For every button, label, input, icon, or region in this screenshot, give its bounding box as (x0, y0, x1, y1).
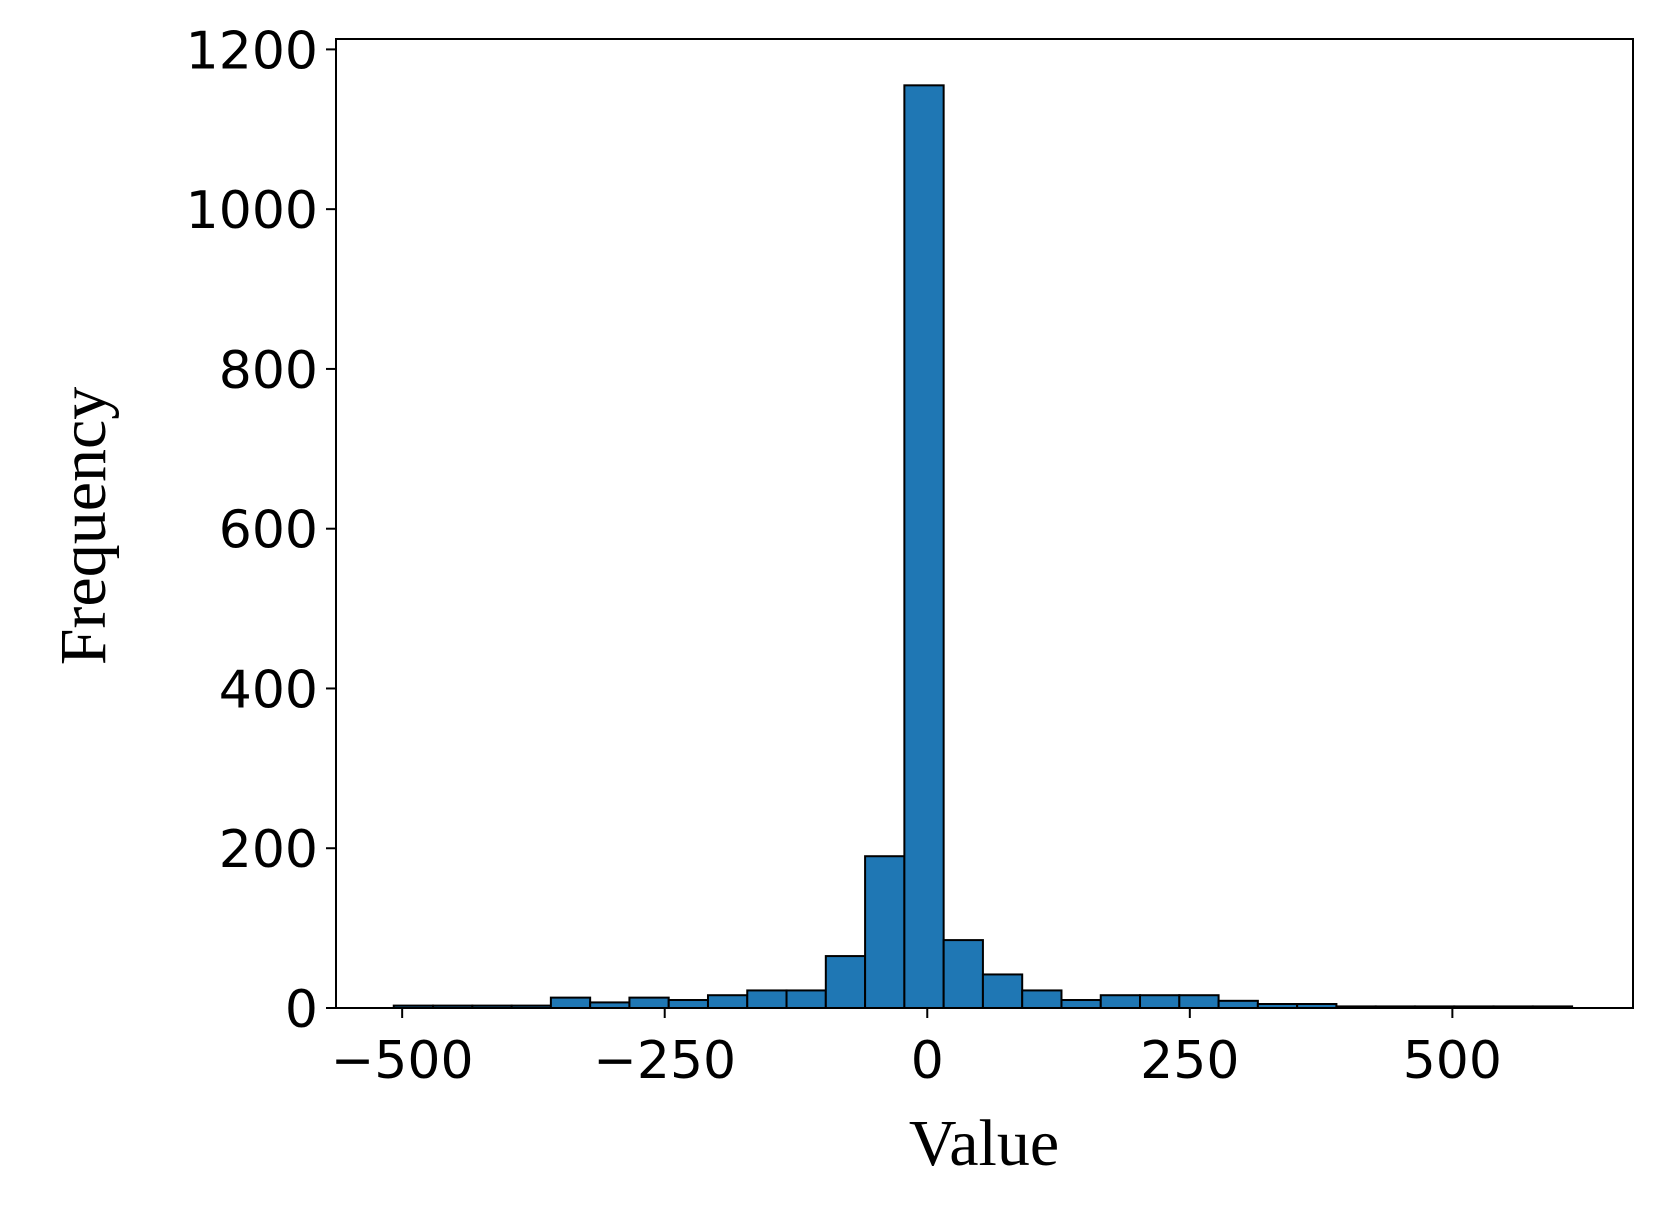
bar (1178, 994, 1220, 1009)
bar (746, 989, 788, 1010)
x-tick-label: 500 (1403, 1031, 1502, 1091)
bar (1099, 994, 1142, 1009)
bar (981, 973, 1024, 1010)
x-tick-label: 250 (1140, 1031, 1239, 1091)
bar (667, 999, 709, 1009)
x-axis-label: Value (909, 1107, 1059, 1180)
bar (1217, 999, 1259, 1009)
y-tick-label: 600 (219, 501, 318, 561)
bar (942, 939, 984, 1009)
y-tick-label: 0 (285, 980, 318, 1040)
y-tick-label: 800 (219, 341, 318, 401)
bar (706, 994, 749, 1009)
bar (1139, 994, 1181, 1009)
bar (864, 855, 906, 1010)
y-tick-label: 1000 (186, 181, 318, 241)
bar (628, 996, 670, 1009)
x-tick-label: −250 (593, 1031, 736, 1091)
bar (549, 996, 592, 1009)
bar (1060, 999, 1102, 1009)
y-tick-label: 400 (219, 660, 318, 720)
bar (1021, 989, 1063, 1010)
bar (785, 989, 827, 1010)
x-tick-label: 0 (911, 1031, 944, 1091)
bar (824, 955, 867, 1009)
bar (903, 84, 945, 1009)
x-tick-label: −500 (331, 1031, 474, 1091)
y-tick-label: 200 (219, 820, 318, 880)
y-axis-label: Frequency (47, 387, 120, 666)
plot-frame (335, 38, 1634, 1009)
y-tick-label: 1200 (186, 21, 318, 81)
